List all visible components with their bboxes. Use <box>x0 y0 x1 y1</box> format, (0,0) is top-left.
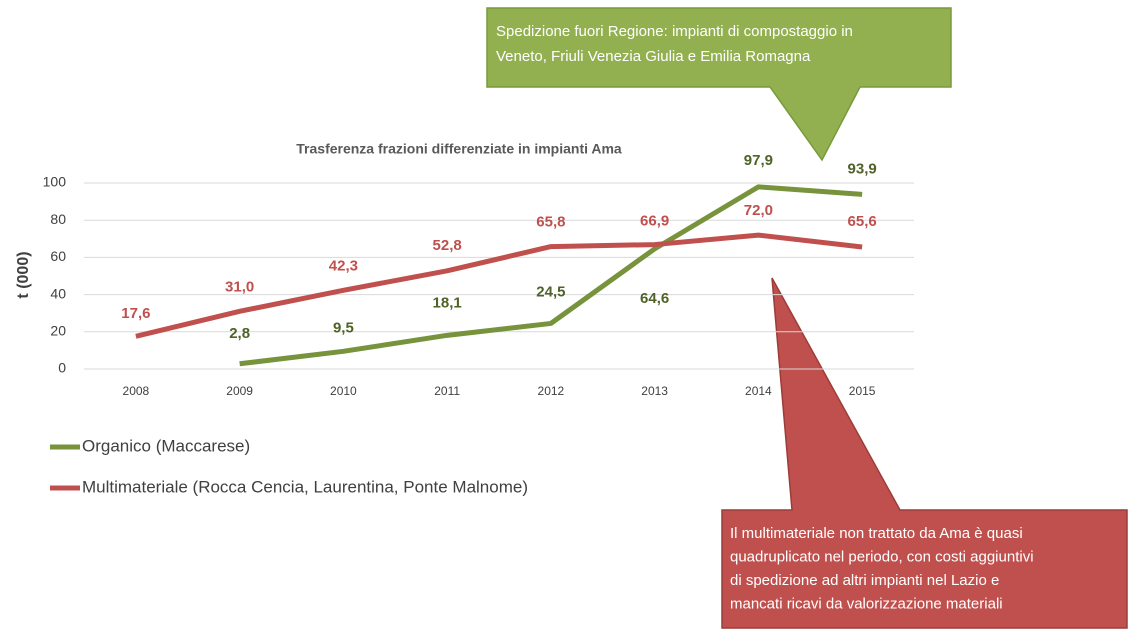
x-tick-label: 2013 <box>641 384 668 398</box>
legend-label: Organico (Maccarese) <box>82 436 250 455</box>
data-label: 2,8 <box>229 325 250 342</box>
data-label: 64,6 <box>640 290 669 307</box>
annotation-text: Il multimateriale non trattato da Ama è … <box>730 525 1023 542</box>
data-label: 17,6 <box>121 305 150 322</box>
x-tick-label: 2008 <box>123 384 150 398</box>
data-label: 66,9 <box>640 213 669 230</box>
y-tick-label: 20 <box>50 323 66 339</box>
data-label: 18,1 <box>433 294 462 311</box>
annotation-text: quadruplicato nel periodo, con costi agg… <box>730 548 1034 565</box>
y-tick-label: 40 <box>50 285 66 301</box>
series-line <box>135 232 863 339</box>
y-tick-label: 0 <box>58 360 66 376</box>
y-tick-label: 60 <box>50 248 66 264</box>
x-tick-label: 2015 <box>849 384 876 398</box>
annotation-text: mancati ricavi da valorizzazione materia… <box>730 595 1003 612</box>
callout-red <box>721 277 1128 629</box>
data-label: 52,8 <box>433 237 462 254</box>
callout-green <box>486 7 952 162</box>
data-label: 24,5 <box>536 283 565 300</box>
data-label: 31,0 <box>225 278 254 295</box>
series-line <box>239 184 863 367</box>
data-label: 72,0 <box>744 202 773 219</box>
y-tick-label: 80 <box>50 211 66 227</box>
annotation-text: di spedizione ad altri impianti nel Lazi… <box>730 572 999 589</box>
data-label: 42,3 <box>329 257 358 274</box>
annotation-text: Veneto, Friuli Venezia Giulia e Emilia R… <box>496 48 811 65</box>
x-tick-label: 2010 <box>330 384 357 398</box>
x-tick-label: 2014 <box>745 384 772 398</box>
x-tick-label: 2009 <box>226 384 253 398</box>
annotation-text: Spedizione fuori Regione: impianti di co… <box>496 23 853 40</box>
x-tick-label: 2012 <box>538 384 565 398</box>
data-label: 65,6 <box>848 213 877 230</box>
y-tick-label: 100 <box>43 174 67 190</box>
x-tick-label: 2011 <box>434 384 460 398</box>
data-label: 93,9 <box>848 160 877 177</box>
y-axis-label: t (000) <box>15 251 32 298</box>
legend-label: Multimateriale (Rocca Cencia, Laurentina… <box>82 477 528 496</box>
data-label: 97,9 <box>744 152 773 169</box>
chart-title: Trasferenza frazioni differenziate in im… <box>296 141 622 157</box>
data-label: 9,5 <box>333 319 354 336</box>
data-label: 65,8 <box>536 214 565 231</box>
